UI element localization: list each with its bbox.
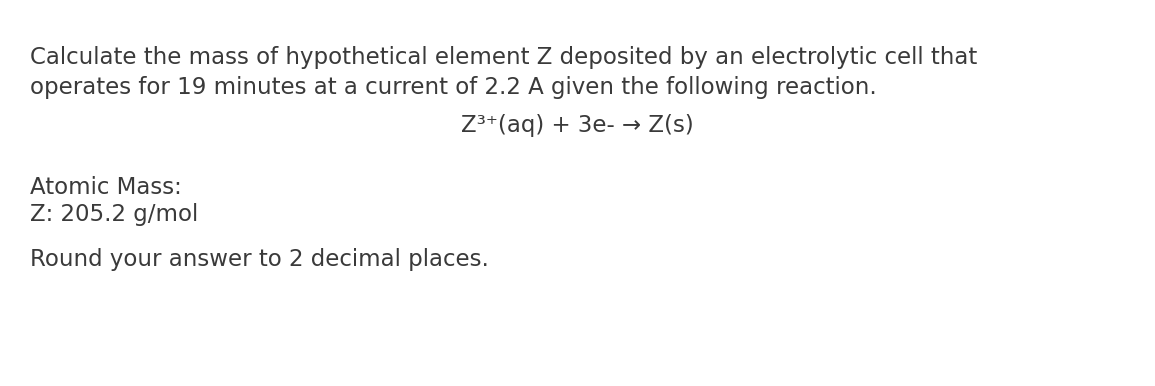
Text: Round your answer to 2 decimal places.: Round your answer to 2 decimal places. [30,248,489,271]
Text: Z³⁺(aq) + 3e- → Z(s): Z³⁺(aq) + 3e- → Z(s) [461,114,693,137]
Text: Atomic Mass:: Atomic Mass: [30,176,181,199]
Text: operates for 19 minutes at a current of 2.2 A given the following reaction.: operates for 19 minutes at a current of … [30,76,877,99]
Text: Calculate the mass of hypothetical element Z deposited by an electrolytic cell t: Calculate the mass of hypothetical eleme… [30,46,977,69]
Text: Z: 205.2 g/mol: Z: 205.2 g/mol [30,203,199,226]
